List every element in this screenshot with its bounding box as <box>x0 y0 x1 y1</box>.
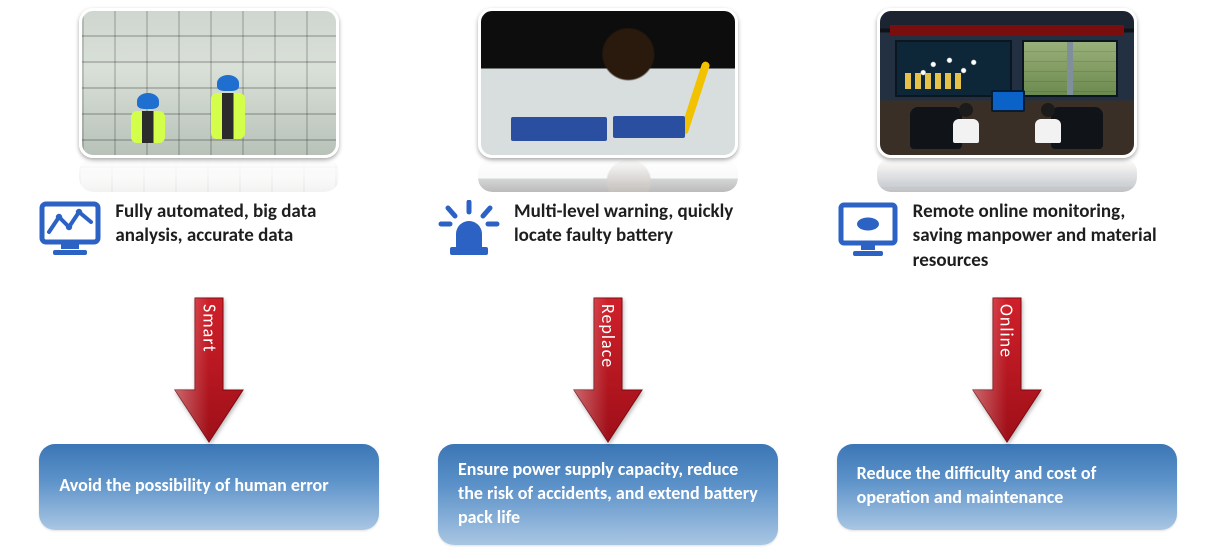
arrow-label: Replace <box>597 304 619 368</box>
arrow-label: Online <box>996 304 1018 358</box>
photo-damaged-battery <box>478 8 738 158</box>
feature-description: Fully automated, big data analysis, accu… <box>115 200 379 249</box>
feature-card-online: Remote online monitoring, saving manpowe… <box>827 0 1186 545</box>
arrow-container: Replace <box>429 294 788 448</box>
feature-card-replace: Multi-level warning, quickly locate faul… <box>429 0 788 545</box>
infographic-columns: Fully automated, big data analysis, accu… <box>0 0 1216 545</box>
benefit-banner: Reduce the difficulty and cost of operat… <box>837 444 1177 530</box>
benefit-banner: Ensure power supply capacity, reduce the… <box>438 444 778 545</box>
photo-control-room <box>877 8 1137 158</box>
feature-description: Multi-level warning, quickly locate faul… <box>514 200 778 249</box>
arrow-container: Smart <box>30 294 389 448</box>
feature-description-row: Remote online monitoring, saving manpowe… <box>837 200 1177 292</box>
photo-thumbnail <box>877 8 1137 158</box>
photo-workers-inspecting-batteries <box>79 8 339 158</box>
photo-reflection <box>877 158 1137 192</box>
photo-reflection <box>478 158 738 192</box>
benefit-text: Reduce the difficulty and cost of operat… <box>857 462 1157 510</box>
arrow-label: Smart <box>198 304 220 353</box>
benefit-text: Avoid the possibility of human error <box>59 474 328 498</box>
alarm-beacon-icon <box>438 200 500 258</box>
benefit-text: Ensure power supply capacity, reduce the… <box>458 458 758 529</box>
analytics-monitor-icon <box>39 200 101 258</box>
photo-reflection <box>79 158 339 192</box>
feature-description: Remote online monitoring, saving manpowe… <box>913 200 1177 273</box>
photo-thumbnail <box>79 8 339 158</box>
benefit-banner: Avoid the possibility of human error <box>39 444 379 530</box>
feature-description-row: Fully automated, big data analysis, accu… <box>39 200 379 292</box>
photo-thumbnail <box>478 8 738 158</box>
remote-monitor-eye-icon <box>837 200 899 258</box>
arrow-container: Online <box>827 294 1186 448</box>
feature-card-smart: Fully automated, big data analysis, accu… <box>30 0 389 545</box>
feature-description-row: Multi-level warning, quickly locate faul… <box>438 200 778 292</box>
